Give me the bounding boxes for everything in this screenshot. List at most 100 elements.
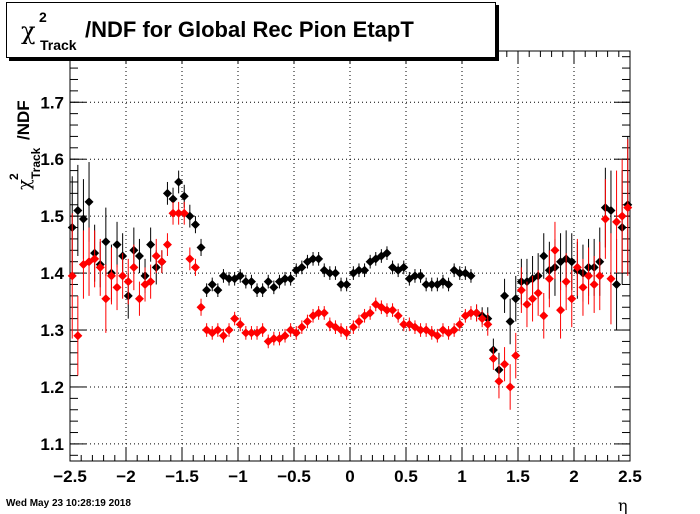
- data-point-red: [230, 314, 240, 324]
- data-point-red: [291, 328, 301, 338]
- data-point-red: [589, 279, 599, 289]
- data-point-red: [617, 211, 627, 221]
- data-point-red: [174, 208, 184, 218]
- data-point-red: [354, 316, 364, 326]
- data-point-black: [354, 265, 364, 275]
- x-tick-label: 2.5: [618, 467, 642, 486]
- x-tick-label: −0.5: [277, 467, 311, 486]
- x-tick-label: −1: [228, 467, 247, 486]
- data-point-black: [73, 205, 83, 215]
- data-point-red: [190, 262, 200, 272]
- data-point-red: [319, 308, 329, 318]
- data-point-red: [572, 262, 582, 272]
- timestamp: Wed May 23 10:28:19 2018: [6, 498, 131, 509]
- data-point-black: [280, 274, 290, 284]
- data-point-red: [483, 319, 493, 329]
- data-point-red: [134, 294, 144, 304]
- data-point-red: [348, 322, 358, 332]
- data-point-black: [382, 248, 392, 258]
- data-point-red: [516, 285, 526, 295]
- data-point-black: [505, 316, 515, 326]
- data-point-red: [606, 274, 616, 284]
- x-tick-label: 2: [569, 467, 578, 486]
- y-axis-sub: Track: [29, 147, 43, 179]
- data-point-red: [477, 314, 487, 324]
- data-point-black: [196, 242, 206, 252]
- y-axis-label: χ 2 Track /NDF: [7, 100, 43, 190]
- data-point-black: [567, 257, 577, 267]
- data-point-black: [202, 285, 212, 295]
- data-point-black: [606, 205, 616, 215]
- x-tick-label: −2: [116, 467, 135, 486]
- data-point-red: [112, 282, 122, 292]
- data-point-red: [258, 325, 268, 335]
- data-point-red: [106, 271, 116, 281]
- data-point-red: [73, 331, 83, 341]
- data-point-red: [544, 274, 554, 284]
- data-point-black: [168, 194, 178, 204]
- title-box: χ 2 Track /NDF for Global Rec Pion EtapT: [6, 2, 496, 58]
- data-point-red: [151, 251, 161, 261]
- data-point-red: [246, 328, 256, 338]
- data-point-red: [567, 294, 577, 304]
- data-point-red: [146, 277, 156, 287]
- data-point-red: [416, 325, 426, 335]
- data-point-black: [360, 265, 370, 275]
- data-point-red: [449, 325, 459, 335]
- data-point-red: [269, 334, 279, 344]
- data-point-red: [90, 254, 100, 264]
- data-point-black: [241, 277, 251, 287]
- data-point-red: [600, 214, 610, 224]
- data-point-red: [118, 271, 128, 281]
- data-point-red: [185, 254, 195, 264]
- data-point-black: [84, 197, 94, 207]
- data-point-black: [112, 240, 122, 250]
- title-subscript: Track: [40, 37, 77, 53]
- data-point-black: [416, 271, 426, 281]
- x-axis-label: η: [618, 496, 628, 514]
- series-red: [67, 139, 633, 410]
- data-point-red: [578, 282, 588, 292]
- data-point-red: [488, 354, 498, 363]
- data-point-red: [297, 322, 307, 332]
- y-tick-label: 1.2: [40, 378, 64, 397]
- data-point-red: [162, 240, 172, 250]
- data-point-black: [101, 237, 111, 247]
- title-chi: χ: [21, 17, 36, 45]
- data-point-red: [241, 328, 251, 338]
- data-point-black: [410, 271, 420, 281]
- data-point-red: [314, 308, 324, 318]
- data-point-black: [427, 279, 437, 289]
- data-point-black: [174, 177, 184, 187]
- x-tick-label: 0: [345, 467, 354, 486]
- data-point-black: [162, 188, 172, 198]
- data-point-black: [224, 274, 234, 284]
- data-point-red: [224, 325, 234, 335]
- data-point-black: [146, 240, 156, 250]
- data-point-red: [179, 208, 189, 218]
- data-point-red: [196, 302, 206, 312]
- data-point-red: [455, 319, 465, 329]
- data-point-red: [157, 257, 167, 267]
- data-point-red: [533, 288, 543, 298]
- data-point-red: [95, 262, 105, 272]
- data-point-red: [556, 305, 566, 315]
- axis-ticks: −2.5 −2 −1.5 −1 −0.5 0 0.5 1 1.5 2 2.5 1.1 1.2 1.3 1.4…: [40, 51, 642, 486]
- data-point-red: [302, 316, 312, 326]
- y-axis-chi: χ: [14, 179, 35, 190]
- data-point-red: [280, 331, 290, 341]
- data-point-red: [522, 299, 532, 309]
- data-point-red: [399, 319, 409, 329]
- data-point-black: [207, 279, 217, 289]
- data-point-black: [246, 277, 256, 287]
- data-point-red: [235, 319, 245, 329]
- data-point-red: [472, 308, 482, 318]
- data-point-red: [101, 294, 111, 304]
- y-axis-text: /NDF: [14, 100, 33, 140]
- y-axis-sup: 2: [7, 173, 21, 180]
- data-point-red: [595, 271, 605, 281]
- data-point-red: [623, 203, 633, 213]
- data-point-red: [213, 325, 223, 335]
- data-point-black: [308, 254, 318, 264]
- y-tick-label: 1.4: [40, 264, 64, 283]
